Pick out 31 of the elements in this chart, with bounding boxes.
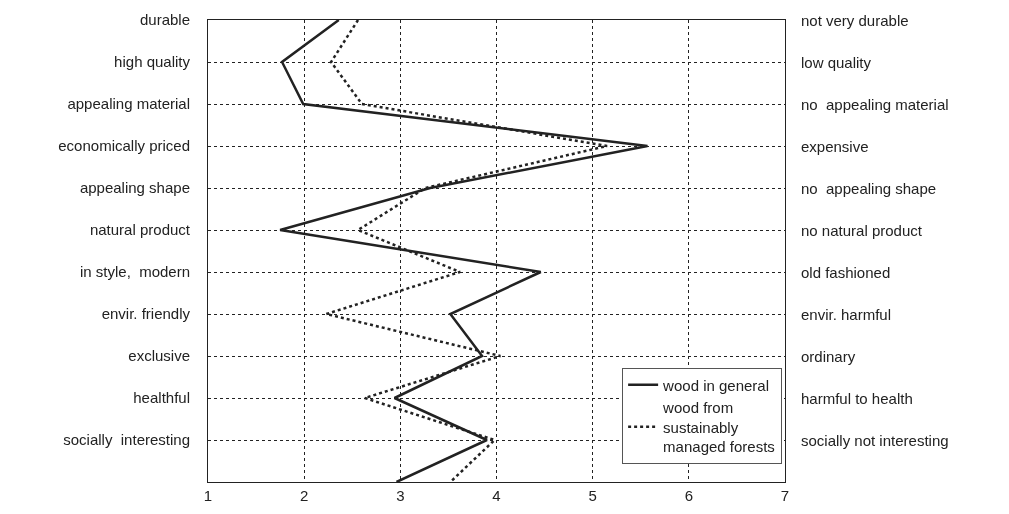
- x-tick-label: 5: [588, 487, 597, 504]
- y2-tick-label: low quality: [801, 54, 872, 71]
- x-tick-label: 3: [396, 487, 405, 504]
- x-tick-label: 4: [492, 487, 501, 504]
- x-tick-label: 1: [203, 487, 213, 504]
- x-tick-label: 6: [684, 487, 693, 504]
- y-tick-label: envir. friendly: [101, 305, 191, 323]
- x-tick-label: 7: [780, 487, 790, 504]
- y2-tick-label: not very durable: [801, 12, 909, 29]
- y-tick-label: natural product: [89, 221, 191, 239]
- y2-tick-label: no appealing shape: [801, 180, 937, 197]
- y2-tick-label: socially not interesting: [801, 432, 949, 449]
- y-tick-label: socially interesting: [63, 431, 190, 449]
- y2-tick-label: old fashioned: [801, 264, 891, 281]
- y-tick-label: exclusive: [128, 347, 190, 365]
- y2-tick-label: no natural product: [801, 222, 923, 239]
- y-tick-label: in style, modern: [79, 263, 190, 281]
- y-tick-label: durable: [139, 11, 190, 29]
- y2-tick-label: harmful to health: [801, 390, 913, 407]
- legend-label: wood in general: [662, 376, 770, 394]
- y-tick-label: appealing material: [67, 95, 190, 113]
- y-tick-label: appealing shape: [79, 179, 190, 197]
- y-tick-label: healthful: [133, 389, 190, 407]
- y2-tick-label: no appealing material: [801, 96, 949, 113]
- x-tick-label: 2: [300, 487, 309, 504]
- y2-tick-label: expensive: [801, 138, 869, 155]
- y2-tick-label: envir. harmful: [801, 306, 892, 323]
- y2-tick-label: ordinary: [801, 348, 856, 365]
- legend-label: wood from sustainably managed forests: [662, 399, 775, 456]
- y-tick-label: economically priced: [58, 137, 190, 155]
- y-tick-label: high quality: [114, 53, 191, 71]
